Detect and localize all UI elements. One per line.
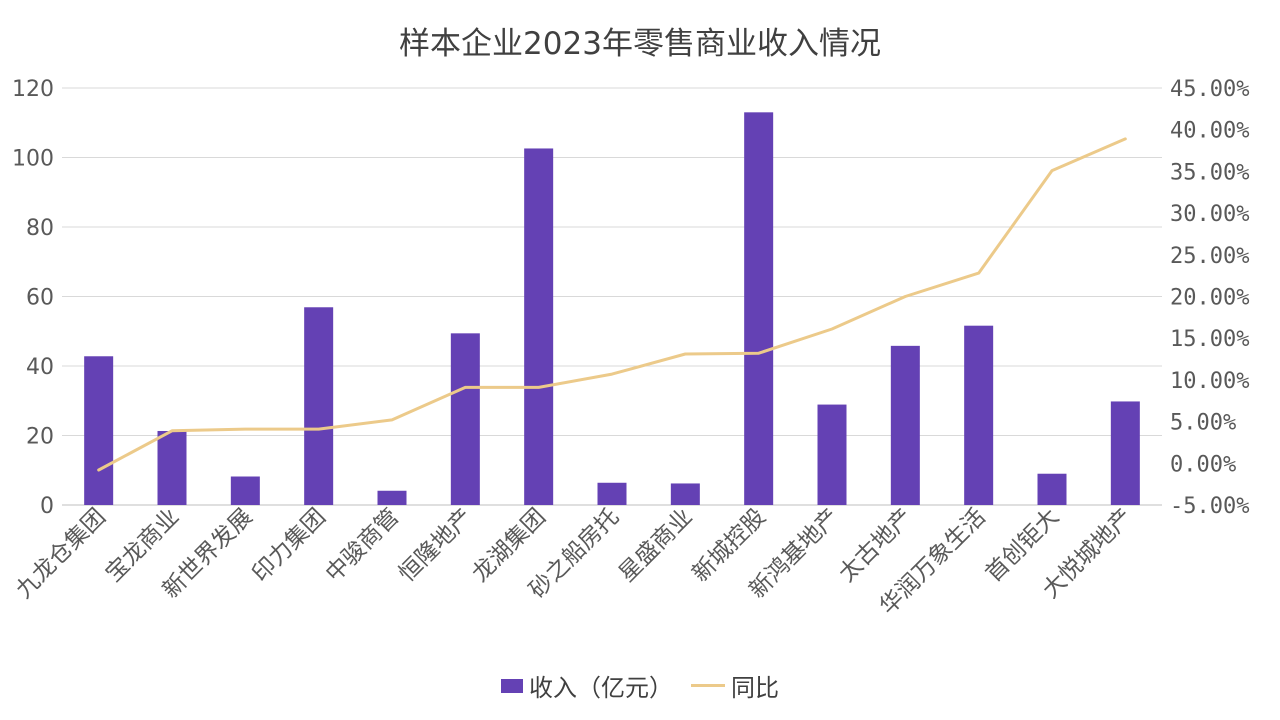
bar — [377, 490, 407, 505]
y2-tick-label: 25.00% — [1170, 244, 1249, 269]
bar — [157, 430, 187, 505]
y2-tick-label: 40.00% — [1170, 119, 1249, 144]
bar — [670, 483, 700, 505]
x-tick-label: 中骏商管 — [321, 504, 404, 587]
chart-title: 样本企业2023年零售商业收入情况 — [399, 26, 881, 62]
bar — [1037, 473, 1067, 505]
bar — [890, 345, 920, 505]
x-tick-label: 星盛商业 — [614, 504, 697, 587]
y2-tick-label: 45.00% — [1170, 77, 1249, 102]
legend-item-revenue: 收入（亿元） — [501, 668, 673, 703]
bar — [84, 356, 114, 505]
legend-label-revenue: 收入（亿元） — [529, 674, 673, 702]
y-tick-label: 100 — [12, 147, 54, 172]
bar — [744, 112, 774, 505]
bar — [964, 325, 994, 505]
legend-label-yoy: 同比 — [731, 674, 779, 702]
legend-item-yoy: 同比 — [691, 668, 779, 703]
y2-tick-label: 35.00% — [1170, 160, 1249, 185]
yoy-line — [97, 137, 1127, 472]
bar — [817, 404, 847, 505]
y-tick-label: 80 — [26, 216, 54, 241]
x-tick-label: 恒隆地产 — [394, 504, 477, 587]
y-tick-label: 60 — [26, 286, 54, 311]
y2-tick-label: 5.00% — [1170, 411, 1236, 436]
y-tick-label: 20 — [26, 425, 54, 450]
y-tick-label: 120 — [12, 77, 54, 102]
bar — [230, 476, 260, 505]
x-tick-label: 印力集团 — [247, 504, 330, 587]
bar — [1110, 401, 1140, 505]
bar — [597, 482, 627, 505]
y2-tick-label: 10.00% — [1170, 369, 1249, 394]
bar — [524, 148, 554, 505]
legend-swatch-line — [691, 684, 725, 687]
bar — [450, 333, 480, 505]
y2-tick-label: 20.00% — [1170, 286, 1249, 311]
legend-swatch-bar — [501, 678, 523, 693]
y2-tick-label: 0.00% — [1170, 452, 1236, 477]
legend: 收入（亿元） 同比 — [0, 668, 1280, 703]
y2-tick-label: 30.00% — [1170, 202, 1249, 227]
y2-tick-label: -5.00% — [1170, 494, 1249, 519]
y2-tick-label: 15.00% — [1170, 327, 1249, 352]
x-tick-label: 九龙仓集团 — [11, 504, 111, 604]
y-tick-label: 0 — [40, 494, 54, 519]
y-tick-label: 40 — [26, 355, 54, 380]
bar — [304, 307, 334, 505]
